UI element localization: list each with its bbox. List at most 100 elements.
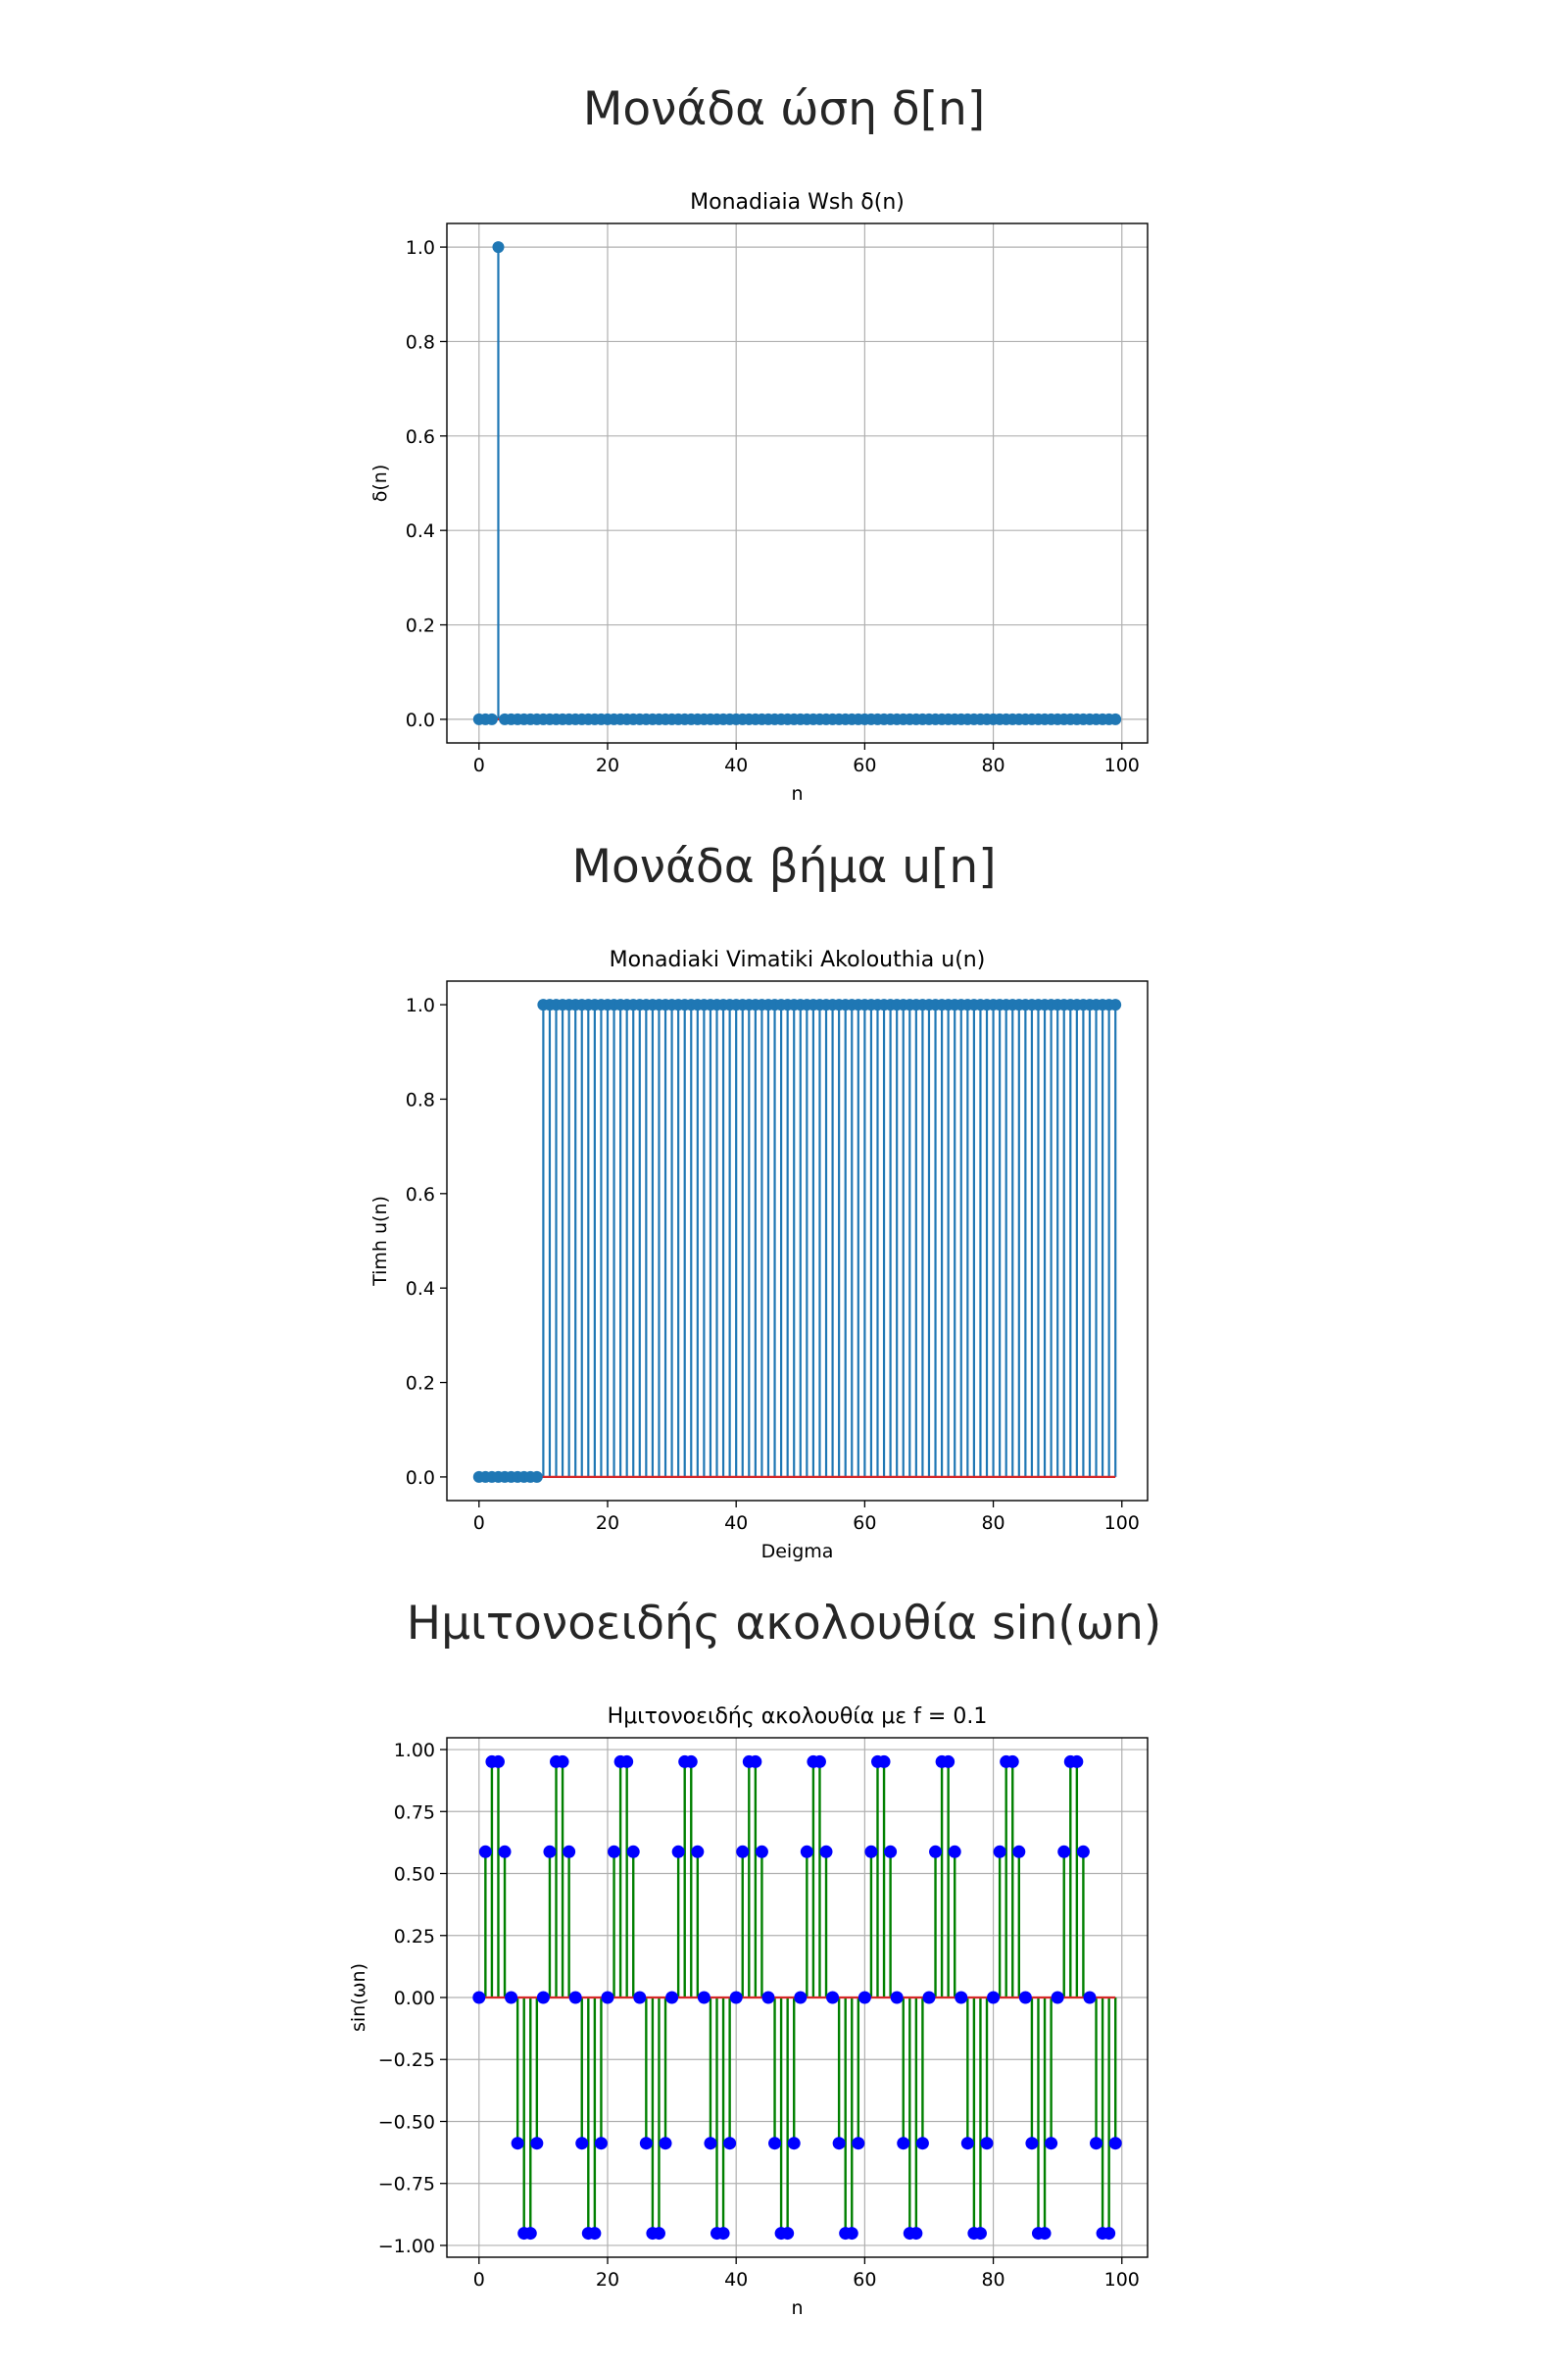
stem-marker — [620, 1754, 634, 1768]
stem-marker — [1018, 1991, 1032, 2004]
y-tick-label: 0.4 — [406, 1278, 435, 1300]
stem-marker — [1025, 2137, 1039, 2150]
stem-marker — [768, 2137, 782, 2150]
stem-marker — [665, 1991, 679, 2004]
stem-marker — [633, 1991, 647, 2004]
x-tick-label: 40 — [724, 1512, 748, 1534]
axes-frame — [446, 222, 1149, 744]
stem-marker — [697, 1991, 710, 2004]
x-tick-label: 40 — [724, 755, 748, 776]
step-stem-plot: 0 20 40 60 80 100 0.0 0.2 0.4 0.6 0.8 1.0 Monadiaki … — [369, 948, 1149, 1562]
stem-marker — [858, 1991, 871, 2004]
stem-marker — [1070, 1754, 1084, 1768]
stem-marker — [781, 2227, 795, 2241]
stem-marker — [1109, 999, 1122, 1011]
stem-marker — [787, 2137, 801, 2150]
stem-marker — [826, 1991, 840, 2004]
y-tick-label: −0.50 — [378, 2111, 435, 2133]
y-tick-label: 1.00 — [394, 1740, 435, 1761]
y-tick-label: 0.6 — [406, 1184, 435, 1206]
x-tick-label: 20 — [596, 1512, 619, 1534]
section-title-sinusoid: Ημιτονοειδής ακολουθία sin(ωn) — [406, 1597, 1162, 1651]
stem-marker — [897, 2137, 910, 2150]
stem-marker — [575, 2137, 589, 2150]
sinusoid-stem-plot: 0 20 40 60 80 100 −1.00 −0.75 −0.50 −0.25 0.00 0.25… — [348, 1704, 1149, 2319]
stem-marker — [608, 1845, 621, 1858]
stem-marker — [1108, 2137, 1122, 2150]
stem-marker — [588, 2227, 602, 2241]
stem-marker — [1051, 1991, 1064, 2004]
stem-marker — [478, 1845, 492, 1858]
y-tick-label: −1.00 — [378, 2236, 435, 2257]
y-tick-label: 1.0 — [406, 237, 435, 259]
section-title-step: Μονάδα βήμα u[n] — [571, 840, 997, 894]
stem-marker — [812, 1754, 826, 1768]
stem-marker — [472, 1991, 486, 2004]
stem-marker — [511, 2137, 524, 2150]
y-axis-label: sin(ωn) — [348, 1963, 369, 2032]
stem-marker — [684, 1754, 698, 1768]
chart-title: Ημιτονοειδής ακολουθία με f = 0.1 — [608, 1704, 988, 1729]
x-tick-label: 60 — [853, 1512, 876, 1534]
stem-marker — [652, 2227, 665, 2241]
stem-marker — [556, 1754, 569, 1768]
section-title-impulse: Μονάδα ώση δ[n] — [582, 82, 986, 136]
x-tick-label: 40 — [724, 2269, 748, 2291]
y-tick-label: 0.0 — [406, 1467, 435, 1489]
y-tick-label: −0.25 — [378, 2049, 435, 2071]
stem-marker — [960, 2137, 974, 2150]
stem-marker — [491, 1754, 505, 1768]
x-tick-label: 60 — [853, 755, 876, 776]
impulse-stem-plot: 0 20 40 60 80 100 0.0 0.2 0.4 0.6 0.8 1.0 Monadiaia … — [369, 190, 1149, 805]
step-chart: 0 20 40 60 80 100 0.0 0.2 0.4 0.6 0.8 1.0 Monadiaki … — [0, 924, 1568, 1610]
stem-marker — [980, 2137, 994, 2150]
y-axis-label: Timh u(n) — [369, 1196, 391, 1287]
stem-marker — [492, 241, 505, 254]
stem-marker — [942, 1754, 956, 1768]
x-tick-label: 0 — [473, 1512, 485, 1534]
stem-marker — [505, 1991, 518, 2004]
stem-marker — [704, 2137, 717, 2150]
stem-marker — [716, 2227, 730, 2241]
stem-marker — [800, 1845, 813, 1858]
stem-marker — [601, 1991, 614, 2004]
x-tick-label: 20 — [596, 755, 619, 776]
stem-marker — [729, 1991, 743, 2004]
y-tick-label: 0.0 — [406, 710, 435, 731]
y-tick-label: 0.4 — [406, 520, 435, 542]
y-tick-label: 0.8 — [406, 1089, 435, 1110]
stem-marker — [794, 1991, 808, 2004]
stem-marker — [761, 1991, 775, 2004]
chart-title: Monadiaki Vimatiki Akolouthia u(n) — [610, 948, 986, 972]
stem-marker — [530, 2137, 544, 2150]
stem-marker — [691, 1845, 705, 1858]
x-tick-label: 0 — [473, 2269, 485, 2291]
x-tick-label: 80 — [981, 1512, 1004, 1534]
stem-marker — [1045, 2137, 1058, 2150]
stem-marker — [955, 1991, 968, 2004]
stem-marker — [594, 2137, 608, 2150]
x-tick-label: 20 — [596, 2269, 619, 2291]
y-tick-label: 0.25 — [394, 1926, 435, 1948]
stem-marker — [1012, 1845, 1026, 1858]
chart-title: Monadiaia Wsh δ(n) — [690, 190, 905, 215]
stem-marker — [671, 1845, 685, 1858]
stem-marker — [1083, 1991, 1097, 2004]
stem-marker — [864, 1845, 878, 1858]
stem-marker — [909, 2227, 923, 2241]
stem-marker — [523, 2227, 537, 2241]
stem-marker — [819, 1845, 833, 1858]
stem-marker — [755, 1845, 768, 1858]
stem-marker — [659, 2137, 672, 2150]
y-tick-label: 0.2 — [406, 1373, 435, 1395]
stem-marker — [993, 1845, 1006, 1858]
y-tick-label: 0.8 — [406, 331, 435, 353]
x-tick-label: 0 — [473, 755, 485, 776]
stem-marker — [543, 1845, 557, 1858]
y-tick-label: 0.75 — [394, 1801, 435, 1823]
x-tick-label: 80 — [981, 2269, 1004, 2291]
stem-marker — [568, 1991, 582, 2004]
x-axis-label: n — [791, 2297, 803, 2319]
y-tick-label: 1.0 — [406, 995, 435, 1016]
stem-marker — [987, 1991, 1001, 2004]
